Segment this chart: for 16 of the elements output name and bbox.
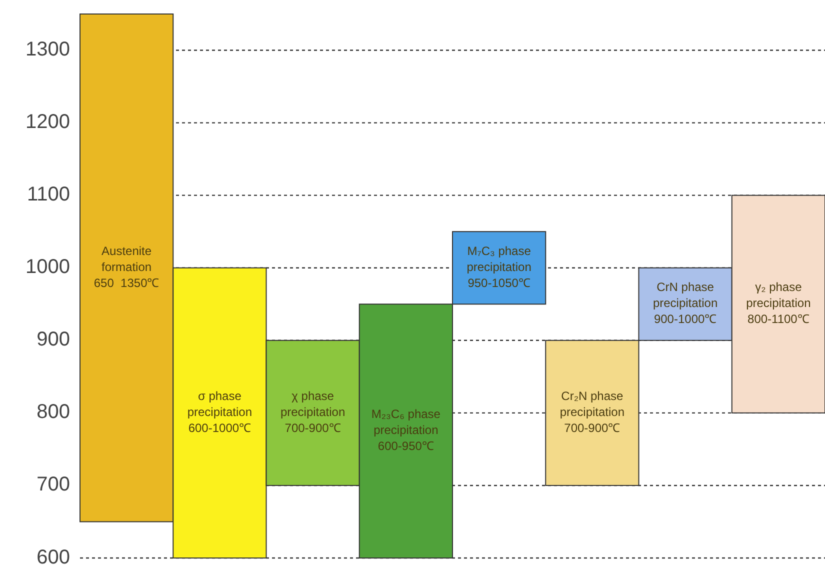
y-tick-label: 600 [36, 546, 70, 565]
data-label: M₂₃C₆ phase precipitation 600-950℃ [371, 407, 441, 454]
data-label: CrN phase precipitation 900-1000℃ [652, 280, 718, 326]
data-label: M₇C₃ phase precipitation 950-1050℃ [466, 244, 532, 290]
y-tick-label: 700 [36, 474, 70, 496]
data-label: χ phase precipitation 700-900℃ [280, 389, 346, 436]
data-label: Cr₂N phase precipitation 700-900℃ [560, 389, 625, 436]
y-tick-label: 1300 [26, 38, 70, 61]
y-tick-label: 1100 [26, 184, 70, 206]
data-label: γ₂ phase precipitation 800-1100℃ [746, 280, 811, 326]
y-tick-label: 1200 [26, 111, 70, 134]
y-tick-label: 1000 [26, 256, 70, 278]
data-label: σ phase precipitation 600-1000℃ [187, 389, 252, 436]
data-label: Austenite formation 650 1350℃ [94, 244, 160, 290]
y-tick-label: 900 [36, 328, 70, 351]
y-tick-label: 800 [36, 401, 70, 424]
